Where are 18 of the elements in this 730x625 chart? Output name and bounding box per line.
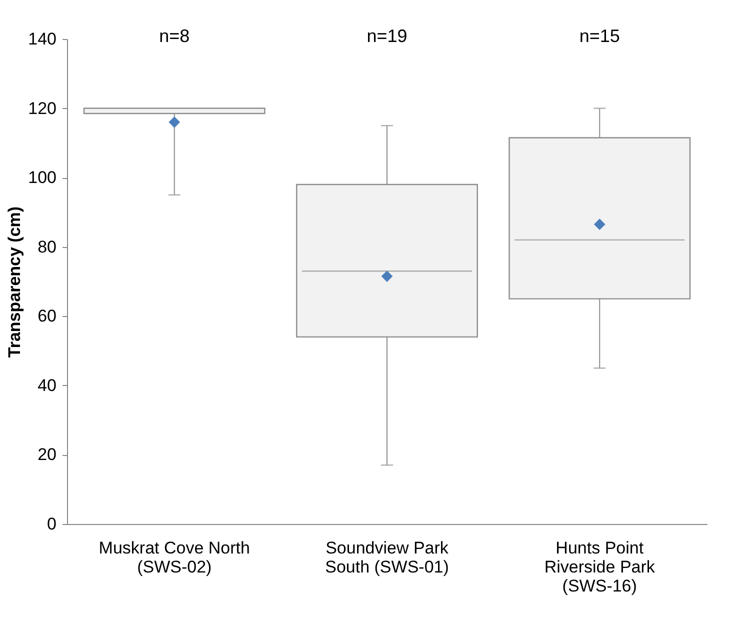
y-tick-label: 100 [28, 168, 56, 188]
annotation: n=15 [579, 26, 620, 46]
x-tick-label: Soundview Park South (SWS-01) [325, 538, 449, 576]
point [594, 218, 606, 230]
y-tick-label: 0 [47, 514, 56, 534]
point [381, 270, 393, 282]
y-tick-label: 140 [28, 30, 56, 48]
annotation: n=8 [159, 26, 190, 46]
x-tick-label: Muskrat Cove North (SWS-02) [98, 538, 250, 576]
y-axis-title: Transparency (cm) [5, 206, 24, 358]
y-tick-label: 120 [28, 98, 56, 118]
y-tick-label: 60 [38, 306, 56, 326]
y-tick-label: 20 [38, 445, 56, 464]
y-tick-label: 80 [38, 237, 56, 256]
y-tick-label: 40 [38, 376, 56, 395]
point [168, 116, 180, 128]
annotation: n=19 [366, 26, 408, 46]
x-tick-label: Hunts Point Riverside Park (SWS-16) [544, 538, 656, 596]
